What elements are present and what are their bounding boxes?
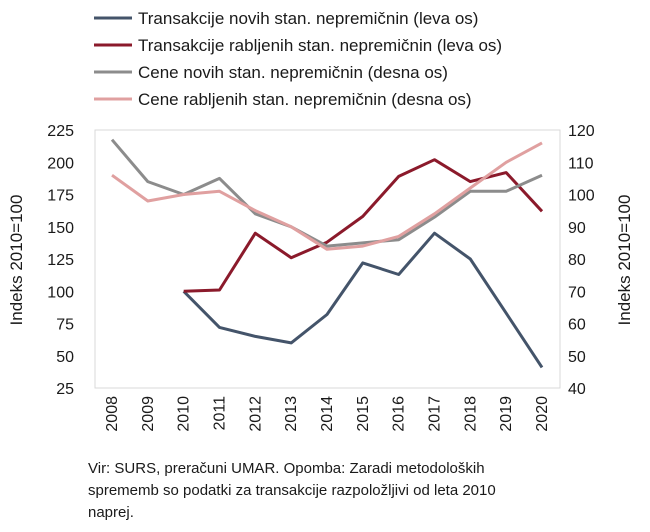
legend-label-3: Cene novih stan. nepremičnin (desna os) — [138, 63, 448, 82]
left-axis-title: Indeks 2010=100 — [7, 195, 26, 326]
right-tick-label: 70 — [568, 284, 586, 301]
x-tick-label: 2014 — [319, 396, 336, 432]
left-tick-label: 200 — [47, 155, 74, 172]
left-tick-label: 175 — [47, 188, 74, 205]
chart: Transakcije novih stan. nepremičnin (lev… — [7, 9, 634, 432]
source-note-line: Vir: SURS, preračuni UMAR. Opomba: Zarad… — [88, 460, 485, 477]
left-tick-label: 75 — [56, 317, 74, 334]
left-tick-label: 225 — [47, 123, 74, 140]
x-tick-label: 2017 — [427, 396, 444, 432]
left-tick-label: 100 — [47, 284, 74, 301]
right-axis-ticks: 40 50 60 70 80 90 100 110 120 — [568, 123, 595, 398]
x-tick-label: 2012 — [247, 396, 264, 432]
right-tick-label: 50 — [568, 349, 586, 366]
legend-label-4: Cene rabljenih stan. nepremičnin (desna … — [138, 90, 472, 109]
source-note-line: sprememb so podatki za transakcije razpo… — [88, 482, 496, 499]
right-tick-label: 90 — [568, 220, 586, 237]
x-tick-label: 2013 — [283, 396, 300, 432]
x-tick-label: 2009 — [140, 396, 157, 432]
right-tick-label: 60 — [568, 317, 586, 334]
series-line-3 — [110, 138, 543, 248]
right-tick-label: 110 — [568, 155, 594, 172]
right-axis-title: Indeks 2010=100 — [615, 195, 634, 326]
series-line-2 — [183, 158, 544, 293]
x-tick-label: 2016 — [391, 396, 408, 432]
x-tick-label: 2019 — [498, 396, 515, 432]
right-tick-label: 80 — [568, 252, 586, 269]
x-tick-label: 2011 — [212, 396, 229, 431]
left-axis-ticks: 25 50 75 100 125 150 175 200 225 — [47, 123, 74, 398]
left-tick-label: 125 — [47, 252, 74, 269]
x-tick-label: 2020 — [534, 396, 551, 432]
series-line-4 — [111, 141, 543, 251]
x-tick-label: 2015 — [355, 396, 372, 432]
legend: Transakcije novih stan. nepremičnin (lev… — [94, 9, 502, 109]
legend-label-1: Transakcije novih stan. nepremičnin (lev… — [138, 9, 478, 28]
right-tick-label: 120 — [568, 123, 595, 140]
x-tick-label: 2018 — [462, 396, 479, 432]
plot-frame — [94, 129, 561, 389]
legend-label-2: Transakcije rabljenih stan. nepremičnin … — [138, 36, 502, 55]
right-tick-label: 100 — [568, 188, 595, 205]
x-tick-label: 2008 — [104, 396, 121, 432]
x-axis-ticks: 2008 2009 2010 2011 2012 2013 2014 2015 2016 2017… — [104, 396, 551, 432]
left-tick-label: 50 — [56, 349, 74, 366]
left-tick-label: 25 — [56, 381, 74, 398]
left-tick-label: 150 — [47, 220, 74, 237]
source-note-line: naprej. — [88, 504, 134, 521]
plot-area — [94, 129, 561, 389]
x-tick-label: 2010 — [176, 396, 193, 432]
series-line-1 — [182, 231, 544, 369]
source-note: Vir: SURS, preračuni UMAR. Opomba: Zarad… — [88, 458, 628, 524]
right-tick-label: 40 — [568, 381, 586, 398]
